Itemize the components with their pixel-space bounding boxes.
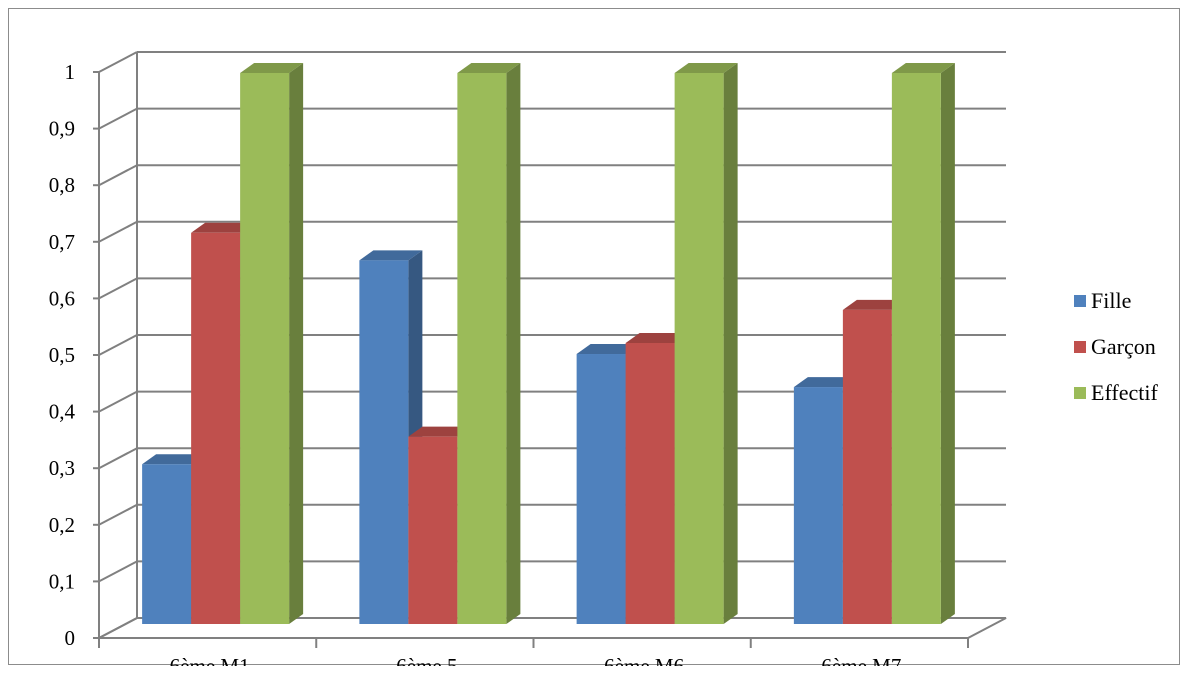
side-wall-gridline: [98, 51, 138, 73]
bar-effectif-4: [891, 63, 955, 624]
side-wall-gridline: [98, 277, 138, 300]
x-category-label: 6ème M6: [604, 654, 684, 666]
side-wall-gridline: [98, 390, 138, 413]
y-tick-label: 0: [65, 626, 76, 650]
chart-frame: 0 0,1 0,2 0,3 0,4 0,5 0,6 0,7 0,8 0,9 1 6ème M1 6èm…: [8, 8, 1180, 666]
legend-label: Effectif: [1091, 380, 1158, 405]
y-tick-label: 0,1: [49, 569, 75, 593]
y-tick-labels: 0 0,1 0,2 0,3 0,4 0,5 0,6 0,7 0,8 0,9 1: [49, 60, 76, 650]
bar-effectif-1: [240, 63, 304, 624]
legend: Fille Garçon Effectif: [1074, 288, 1158, 405]
x-category-label: 6ème M7: [821, 654, 901, 666]
side-wall-gridline: [98, 503, 138, 526]
y-tick-label: 0,5: [49, 343, 75, 367]
legend-label: Garçon: [1091, 334, 1156, 359]
legend-swatch: [1074, 387, 1086, 399]
bars: [142, 63, 955, 625]
legend-label: Fille: [1091, 288, 1131, 313]
bar-garon-3: [625, 332, 689, 624]
legend-item-effectif: Effectif: [1074, 380, 1158, 405]
y-tick-label: 0,6: [49, 286, 75, 310]
legend-item-garon: Garçon: [1074, 334, 1156, 359]
legend-swatch: [1074, 295, 1086, 307]
bar-effectif-3: [674, 63, 738, 624]
bar-chart-3d: 00,10,20,30,40,50,60,70,80,91 6ème M1 6èm…: [49, 51, 1158, 666]
side-wall-gridline: [98, 560, 138, 583]
y-tick-label: 0,2: [49, 513, 75, 537]
y-tick-label: 0,8: [49, 173, 75, 197]
y-tick-label: 0,9: [49, 117, 75, 141]
y-tick-label: 0,7: [49, 230, 75, 254]
bar-effectif-2: [457, 63, 521, 624]
y-tick-label: 0,3: [49, 456, 75, 480]
x-category-label: 6ème 5: [396, 654, 457, 666]
y-tick-label: 1: [65, 60, 76, 84]
side-wall-gridline: [98, 220, 138, 243]
side-wall-gridline: [98, 447, 138, 470]
legend-swatch: [1074, 341, 1086, 353]
y-tick-label: 0,4: [49, 400, 76, 424]
category-labels: 6ème M1 6ème 5 6ème M6 6ème M7: [170, 654, 902, 666]
side-wall-gridline: [98, 334, 138, 356]
x-category-label: 6ème M1: [170, 654, 250, 666]
legend-item-fille: Fille: [1074, 288, 1131, 313]
axes: [93, 52, 1007, 648]
side-wall-gridline: [98, 164, 138, 187]
side-wall-gridline: [98, 107, 138, 130]
floor: [98, 617, 1007, 639]
